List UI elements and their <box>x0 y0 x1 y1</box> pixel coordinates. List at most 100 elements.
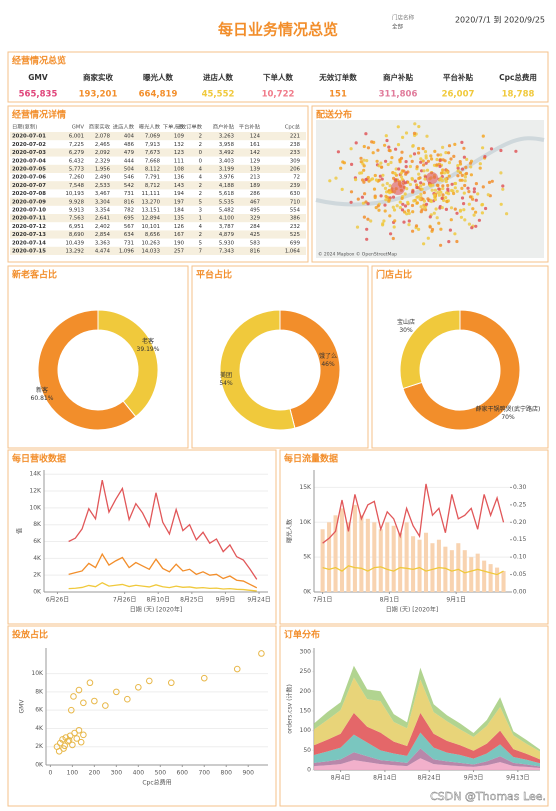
map-dot <box>455 189 459 193</box>
x-axis-label: 日期 (天) [2020年] <box>130 606 182 614</box>
map-dot <box>408 182 412 187</box>
map-dot <box>381 183 385 187</box>
map-dot <box>417 146 421 151</box>
bar <box>372 522 377 592</box>
map-dot <box>411 144 415 148</box>
map-dot <box>462 202 466 206</box>
table-cell: 2 <box>199 232 202 238</box>
table-cell: 3,304 <box>95 199 111 205</box>
table-cell: 479 <box>124 150 134 156</box>
map-dot <box>328 179 332 183</box>
map-dot <box>394 147 398 151</box>
table-cell: 5,930 <box>219 240 235 246</box>
column-header: 无效订单数 <box>176 123 203 131</box>
filter-value[interactable]: 全部 <box>392 23 404 31</box>
map-dot <box>460 178 464 182</box>
map-dot <box>445 191 449 195</box>
map-dot <box>354 178 358 182</box>
bar <box>488 564 493 592</box>
x-tick-label: 6月26日 <box>46 597 69 604</box>
y-tick-label: 10K <box>31 670 44 677</box>
panel <box>7 265 189 449</box>
map-dot <box>430 188 434 192</box>
table-cell: 386 <box>290 216 301 222</box>
map-dot <box>468 195 473 199</box>
map-dot <box>432 193 437 197</box>
map-dot <box>423 150 428 154</box>
map-dot <box>458 160 462 164</box>
map-dot <box>505 212 509 216</box>
x-tick-label: 400 <box>133 770 145 777</box>
map-dot <box>486 193 490 197</box>
table-cell: 284 <box>250 224 261 230</box>
map-dot <box>412 152 417 156</box>
date-range[interactable]: 2020/7/1 到 2020/9/25 <box>455 16 545 25</box>
map-dot <box>400 208 405 212</box>
x-axis-label: 日期 (天) [2020年] <box>386 606 438 614</box>
area <box>314 677 540 760</box>
map-dot <box>462 208 466 212</box>
map-dot <box>334 176 338 180</box>
table-cell: 3,263 <box>219 134 234 140</box>
table-cell: 3 <box>199 208 202 214</box>
map-dot <box>396 125 400 129</box>
area <box>314 732 540 767</box>
map-dot <box>458 171 462 175</box>
kpi-value: 45,552 <box>202 90 235 100</box>
slice-label: 美团 <box>220 371 232 379</box>
map-dot <box>438 164 442 168</box>
map-dot <box>419 205 423 209</box>
map-dot <box>419 181 423 185</box>
bar <box>501 571 506 592</box>
map-dot <box>400 150 404 154</box>
scatter-point <box>135 684 142 691</box>
map-dot <box>376 148 380 152</box>
map-dot <box>422 191 426 195</box>
map-dot <box>416 195 421 199</box>
map-dot <box>456 174 460 178</box>
bar <box>378 529 383 592</box>
scatter-point <box>124 695 131 703</box>
table-cell: 2,092 <box>95 150 110 156</box>
x-tick-label: 600 <box>177 770 189 777</box>
panel <box>371 265 549 449</box>
map-dot <box>362 180 366 184</box>
map-dot <box>360 195 364 199</box>
map-dot <box>472 213 476 217</box>
panel-title: 经营情况总览 <box>12 55 66 67</box>
map-dot <box>385 138 389 143</box>
scatter-point <box>86 679 94 687</box>
table-cell: 139 <box>250 167 260 173</box>
table-cell: 467 <box>250 199 260 205</box>
table-cell: 3,403 <box>219 158 234 164</box>
y-tick-label: 250 <box>300 668 312 675</box>
scatter-point <box>80 699 87 707</box>
donut-slice <box>97 309 159 418</box>
y-tick-label: 10K <box>299 519 312 526</box>
bar <box>443 546 448 592</box>
x-tick-label: 500 <box>155 770 167 777</box>
map-dot <box>399 156 404 160</box>
map-dot <box>499 202 503 206</box>
table-cell: 8,112 <box>145 167 160 173</box>
map-dot <box>432 211 436 215</box>
table-cell: 8,690 <box>69 232 85 238</box>
map-dot <box>350 162 354 166</box>
map-dot <box>466 186 470 190</box>
map-dot <box>387 145 391 149</box>
table-cell: 10,101 <box>141 224 160 230</box>
map-dot <box>469 173 473 177</box>
kpi-value: 311,806 <box>379 90 418 100</box>
table-cell: 3,354 <box>95 208 111 214</box>
line <box>322 565 504 576</box>
map-dot <box>362 168 366 172</box>
map-dot <box>419 184 423 188</box>
table-cell: 11,111 <box>141 191 160 197</box>
map-dot <box>366 146 370 150</box>
map-dot <box>378 174 382 178</box>
map-dot <box>397 167 401 171</box>
kpi-label: 进店人数 <box>203 72 233 82</box>
map-dot <box>362 215 366 219</box>
map-dot <box>476 192 480 196</box>
table-cell: 2,078 <box>95 134 111 140</box>
